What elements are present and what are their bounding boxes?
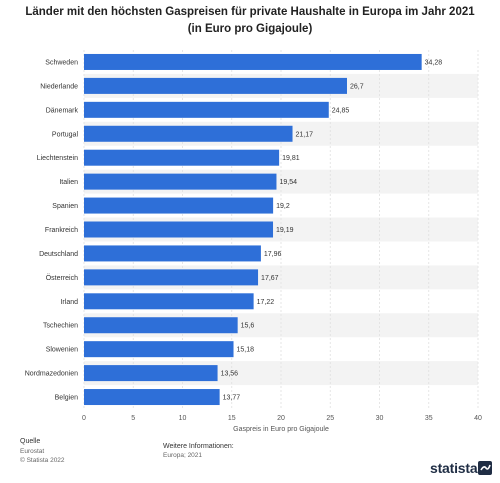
bar bbox=[84, 149, 280, 166]
copyright: © Statista 2022 bbox=[20, 457, 65, 464]
value-label: 19,19 bbox=[276, 227, 294, 234]
value-label: 17,67 bbox=[261, 275, 279, 282]
bar bbox=[84, 389, 220, 406]
source-heading: Quelle bbox=[20, 438, 41, 445]
value-label: 17,22 bbox=[257, 299, 275, 306]
category-label: Tschechien bbox=[43, 323, 78, 330]
value-label: 34,28 bbox=[425, 59, 443, 66]
bar bbox=[84, 173, 277, 190]
bar bbox=[84, 101, 329, 118]
category-label: Spanien bbox=[52, 203, 78, 210]
x-tick-label: 40 bbox=[474, 415, 482, 422]
info-text: Europa; 2021 bbox=[163, 452, 203, 459]
bar bbox=[84, 77, 347, 94]
value-label: 19,81 bbox=[282, 155, 300, 162]
statista-logo: statista bbox=[430, 460, 478, 476]
wave-icon bbox=[480, 464, 491, 471]
category-label: Niederlande bbox=[40, 83, 78, 90]
bar bbox=[84, 341, 234, 358]
category-label: Schweden bbox=[45, 59, 78, 66]
category-label: Italien bbox=[59, 179, 78, 186]
x-axis-label: Gaspreis in Euro pro Gigajoule bbox=[233, 426, 329, 433]
category-label: Dänemark bbox=[46, 107, 79, 114]
value-label: 24,85 bbox=[332, 107, 350, 114]
value-label: 15,18 bbox=[237, 347, 255, 354]
category-label: Österreich bbox=[46, 274, 78, 282]
value-label: 17,96 bbox=[264, 251, 282, 258]
value-label: 19,54 bbox=[279, 179, 297, 186]
category-label: Slowenien bbox=[46, 347, 78, 354]
value-label: 13,56 bbox=[221, 371, 239, 378]
category-label: Deutschland bbox=[39, 251, 78, 258]
bar bbox=[84, 53, 422, 70]
x-tick-label: 5 bbox=[131, 415, 135, 422]
category-label: Liechtenstein bbox=[37, 155, 78, 162]
bar bbox=[84, 293, 254, 310]
value-label: 26,7 bbox=[350, 83, 364, 90]
value-label: 19,2 bbox=[276, 203, 290, 210]
category-label: Nordmazedonien bbox=[25, 371, 78, 378]
x-tick-label: 35 bbox=[425, 415, 433, 422]
bar bbox=[84, 269, 259, 286]
bar bbox=[84, 365, 218, 382]
value-label: 15,6 bbox=[241, 323, 255, 330]
x-tick-label: 10 bbox=[179, 415, 187, 422]
category-label: Portugal bbox=[52, 131, 79, 138]
bar bbox=[84, 197, 274, 214]
x-tick-label: 20 bbox=[277, 415, 285, 422]
category-label: Irland bbox=[60, 299, 78, 306]
x-tick-label: 25 bbox=[326, 415, 334, 422]
value-label: 13,77 bbox=[223, 395, 241, 402]
bar bbox=[84, 221, 274, 238]
x-tick-label: 30 bbox=[376, 415, 384, 422]
x-tick-label: 15 bbox=[228, 415, 236, 422]
bar bbox=[84, 245, 261, 262]
statista-logo-icon bbox=[478, 461, 492, 475]
chart-title: Länder mit den höchsten Gaspreisen für p… bbox=[25, 6, 475, 35]
bar bbox=[84, 125, 293, 142]
category-label: Frankreich bbox=[45, 227, 78, 234]
bar bbox=[84, 317, 238, 334]
category-label: Belgien bbox=[55, 395, 78, 402]
info-heading: Weitere Informationen: bbox=[163, 443, 234, 450]
value-label: 21,17 bbox=[296, 131, 314, 138]
x-tick-label: 0 bbox=[82, 415, 86, 422]
source-name: Eurostat bbox=[20, 448, 45, 455]
